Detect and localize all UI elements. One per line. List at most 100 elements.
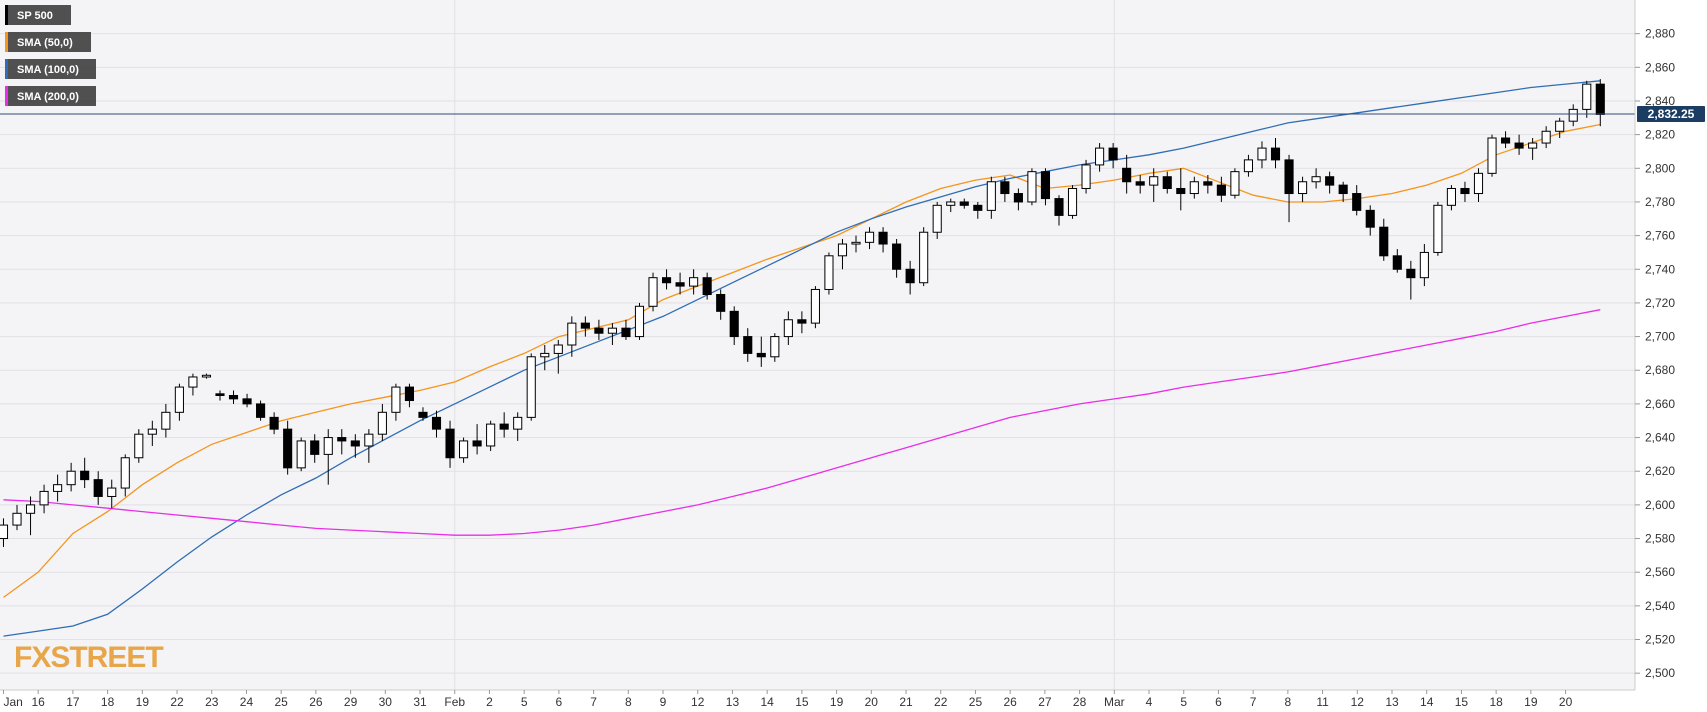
candle-body [716, 294, 726, 312]
candle-body [242, 398, 252, 405]
x-tick-label: 17 [66, 695, 80, 709]
candle-body [1243, 159, 1254, 173]
candle-body [431, 416, 442, 430]
candle-body [1135, 181, 1145, 186]
x-axis: Jan 16 17 18 19 22 23 24 25 26 29 30 31 Feb 2 5 6 7 8 9 12 13… [0, 689, 1635, 709]
candle-body [919, 231, 929, 284]
candle-body [1270, 147, 1281, 161]
candle-body [25, 504, 36, 514]
candle-body [1230, 171, 1240, 196]
svg-text:FXSTREET: FXSTREET [14, 641, 163, 674]
candle-body [1108, 147, 1118, 161]
x-tick-label: 7 [590, 695, 597, 709]
candle-body [648, 277, 658, 307]
candle-body [1541, 130, 1551, 144]
x-tick-label: 6 [556, 695, 563, 709]
candle-body [783, 319, 793, 338]
candle-body [215, 393, 225, 396]
x-tick-label: 22 [934, 695, 948, 709]
candle-body [161, 411, 171, 430]
x-tick-label: 16 [32, 695, 46, 709]
candle-body [1433, 204, 1443, 253]
x-tick-label: 18 [101, 695, 115, 709]
candle-body [1081, 164, 1091, 189]
y-tick-label: 2,620 [1645, 464, 1675, 478]
y-tick-label: 2,780 [1645, 195, 1675, 209]
legend-label: SMA (50,0) [17, 37, 73, 49]
x-tick-label: 6 [1215, 695, 1222, 709]
candle-body [959, 201, 969, 206]
y-tick-label: 2,540 [1645, 599, 1675, 613]
candle-body [1176, 187, 1186, 195]
x-tick-label: 12 [691, 695, 705, 709]
y-tick-label: 2,560 [1645, 565, 1675, 579]
candle-body [1379, 226, 1389, 257]
x-tick-label: 14 [760, 695, 774, 709]
candle-body [973, 204, 983, 211]
candle-body [513, 416, 523, 430]
candle-body [134, 433, 144, 459]
candle-body [1365, 209, 1375, 228]
candle-body [1067, 187, 1078, 216]
candle-body [107, 487, 117, 497]
legend-swatch [5, 5, 8, 25]
candle-body [567, 322, 577, 346]
candle-body [1392, 255, 1402, 270]
candle-body [1122, 167, 1132, 183]
candle-body [729, 310, 739, 338]
y-tick-label: 2,820 [1645, 128, 1675, 142]
candle-body [12, 512, 22, 526]
x-tick-label: 15 [795, 695, 809, 709]
candle-body [837, 243, 848, 257]
y-tick-label: 2,720 [1645, 296, 1675, 310]
candle-body [256, 403, 266, 418]
candle-body [1528, 142, 1538, 149]
x-tick-label: 2 [486, 695, 493, 709]
x-tick-label: 29 [344, 695, 358, 709]
y-tick-label: 2,600 [1645, 498, 1675, 512]
candle-body [607, 327, 617, 334]
x-tick-label: 13 [726, 695, 740, 709]
plot-background [0, 0, 1635, 690]
candle-body [1013, 193, 1023, 203]
candle-body [1582, 83, 1592, 110]
x-tick-label: 19 [136, 695, 150, 709]
x-tick-label: 4 [1146, 695, 1153, 709]
candle-body [53, 484, 63, 492]
candle-body [283, 428, 293, 469]
fxstreet-logo: FXSTREET [14, 641, 164, 674]
candle-body [1257, 147, 1267, 161]
candle-body [93, 479, 103, 497]
x-tick-label: 25 [274, 695, 288, 709]
candle-body [1338, 184, 1348, 195]
x-tick-label: 26 [1003, 695, 1017, 709]
x-axis-background [0, 690, 1707, 712]
x-tick-label: 26 [309, 695, 323, 709]
candle-body [810, 288, 820, 324]
candle-body [1352, 193, 1362, 211]
candle-body [1555, 120, 1565, 132]
candle-body [675, 282, 685, 287]
x-tick-label: 18 [1489, 695, 1503, 709]
x-tick-label: 5 [1180, 695, 1187, 709]
candle-body [459, 440, 469, 459]
x-tick-label: 20 [1559, 695, 1573, 709]
legend-label: SP 500 [17, 10, 53, 22]
candle-body [702, 277, 712, 296]
candle-body [1000, 181, 1010, 195]
y-tick-label: 2,860 [1645, 60, 1675, 74]
candle-body [1325, 176, 1335, 186]
candle-body [1568, 108, 1578, 122]
candle-body [499, 423, 509, 430]
x-tick-label: 14 [1420, 695, 1434, 709]
x-tick-label: 23 [205, 695, 219, 709]
legend-swatch [5, 59, 8, 79]
x-tick-label: 25 [969, 695, 983, 709]
candle-body [364, 433, 374, 447]
candle-body [1027, 171, 1037, 203]
last-price-badge [1637, 106, 1705, 123]
candle-body [0, 524, 9, 540]
candles [0, 79, 1605, 547]
candle-body [743, 336, 753, 354]
